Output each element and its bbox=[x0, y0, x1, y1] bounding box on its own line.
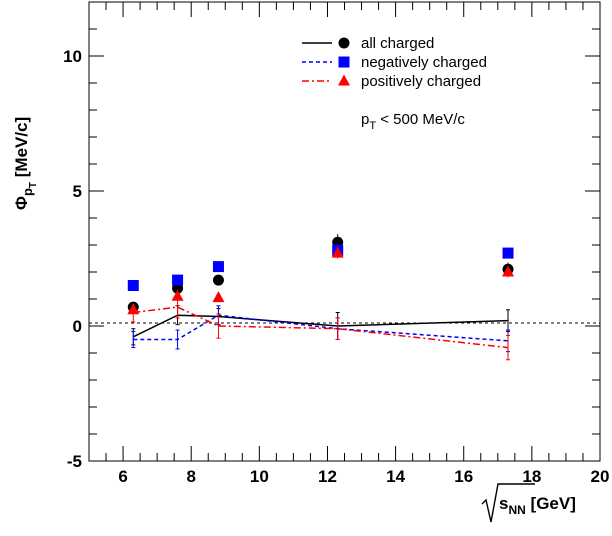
x-tick-label: 20 bbox=[591, 467, 610, 486]
x-tick-label: 10 bbox=[250, 467, 269, 486]
legend-label: positively charged bbox=[361, 73, 481, 90]
legend-marker bbox=[338, 37, 350, 49]
data-point bbox=[331, 246, 344, 258]
y-tick-label: 5 bbox=[73, 182, 82, 201]
annotation-t: T bbox=[369, 120, 376, 132]
y-tick-label: -5 bbox=[67, 452, 82, 471]
data-point bbox=[502, 265, 515, 277]
annotation-rest: < 500 MeV/c bbox=[376, 111, 465, 128]
x-tick-label: 18 bbox=[522, 467, 541, 486]
y-axis-title: ΦpT [MeV/c] bbox=[12, 117, 39, 210]
x-tick-label: 12 bbox=[318, 467, 337, 486]
data-point bbox=[212, 261, 224, 273]
svg-text:sNN [GeV]: sNN [GeV] bbox=[499, 494, 576, 517]
y-axis-p: p bbox=[20, 188, 35, 196]
plot-frame bbox=[88, 1, 601, 462]
data-point bbox=[127, 280, 139, 291]
series-points bbox=[127, 234, 515, 315]
y-axis-phi: Φ bbox=[12, 196, 31, 210]
legend-label: all charged bbox=[361, 35, 434, 52]
tick-labels: 6 8 10 12 14 16 18 20 -5 0 5 10 bbox=[63, 47, 609, 486]
series-line bbox=[132, 314, 509, 338]
data-point bbox=[212, 274, 224, 286]
legend-marker bbox=[338, 74, 350, 86]
y-tick-label: 0 bbox=[73, 317, 82, 336]
x-axis-unit: [GeV] bbox=[526, 494, 576, 513]
series-lines bbox=[131, 295, 511, 361]
x-axis-title: sNN [GeV] bbox=[481, 483, 576, 523]
data-point bbox=[171, 289, 184, 301]
x-axis-root: s bbox=[499, 494, 508, 513]
x-tick-label: 6 bbox=[118, 467, 127, 486]
pt-cut-annotation: pT < 500 MeV/c bbox=[361, 111, 465, 132]
x-tick-label: 16 bbox=[454, 467, 473, 486]
legend-marker bbox=[338, 56, 350, 68]
legend-label: negatively charged bbox=[361, 54, 487, 71]
y-axis-t: T bbox=[28, 182, 39, 188]
legend: all charged negatively charged positively … bbox=[302, 35, 487, 90]
x-tick-label: 14 bbox=[386, 467, 405, 486]
annotation-p: p bbox=[361, 111, 369, 128]
data-point bbox=[127, 303, 140, 315]
series-line bbox=[133, 306, 509, 349]
y-axis-unit: [MeV/c] bbox=[12, 117, 31, 182]
x-tick-label: 8 bbox=[186, 467, 195, 486]
sqrt-sign bbox=[481, 483, 535, 523]
data-point bbox=[172, 274, 184, 286]
y-tick-label: 10 bbox=[63, 47, 82, 66]
x-axis-sub: NN bbox=[508, 503, 525, 517]
axis-ticks bbox=[88, 1, 601, 462]
data-point bbox=[212, 291, 225, 303]
data-point bbox=[502, 247, 514, 259]
